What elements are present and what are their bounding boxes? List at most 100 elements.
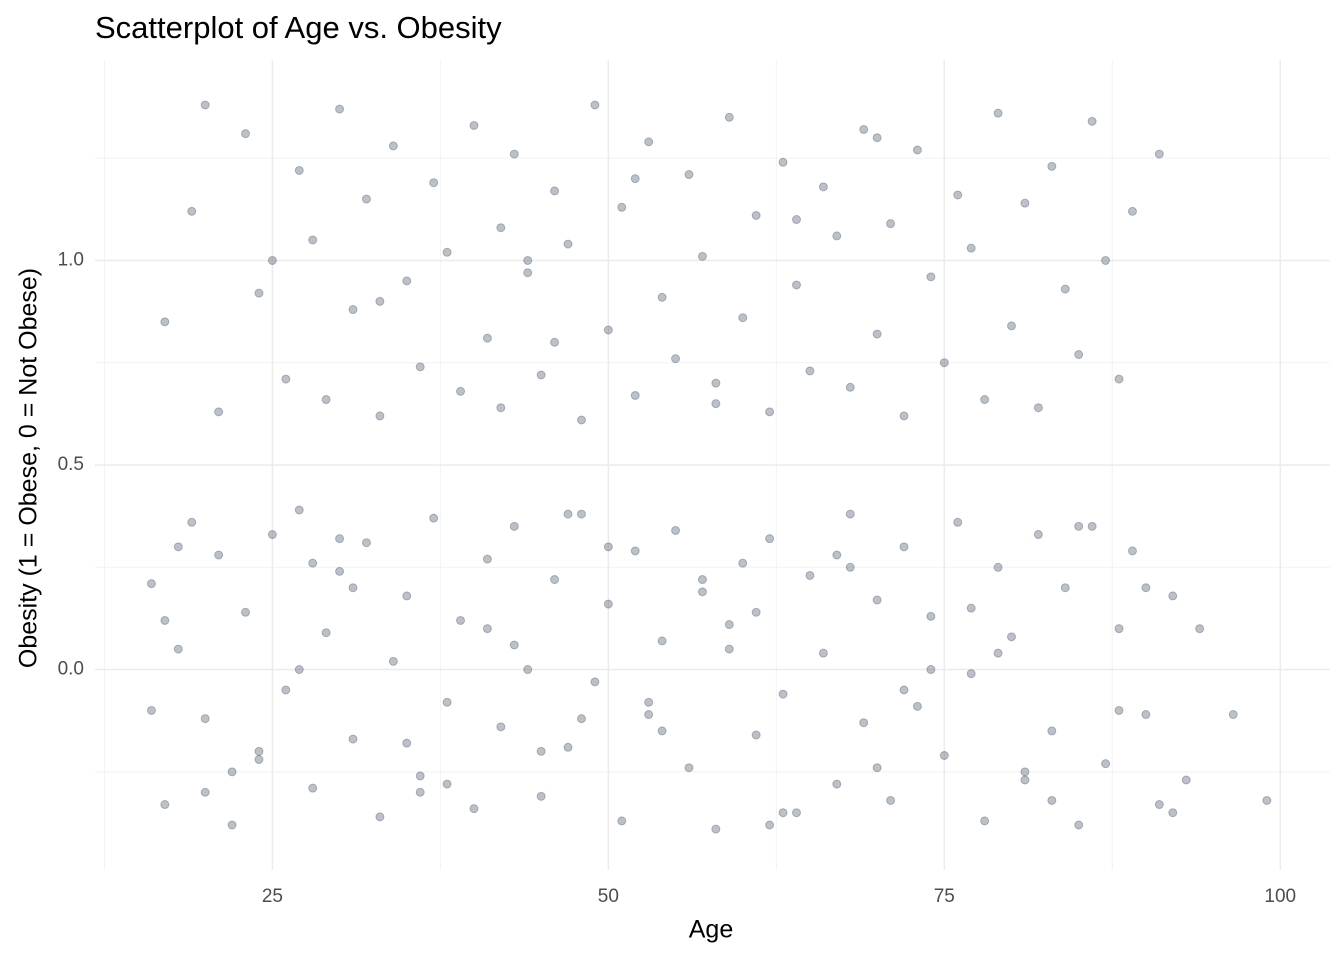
- point: [778, 808, 788, 818]
- point: [886, 795, 896, 805]
- point: [1101, 255, 1111, 265]
- point: [402, 591, 412, 601]
- point: [1033, 530, 1043, 540]
- point: [482, 333, 492, 343]
- point: [241, 129, 251, 139]
- point: [805, 570, 815, 580]
- point: [657, 636, 667, 646]
- point: [644, 697, 654, 707]
- point: [200, 100, 210, 110]
- point: [791, 215, 801, 225]
- point: [966, 669, 976, 679]
- point: [630, 174, 640, 184]
- point: [791, 808, 801, 818]
- point: [146, 705, 156, 715]
- point: [684, 170, 694, 180]
- point: [778, 689, 788, 699]
- point: [348, 583, 358, 593]
- point: [1087, 116, 1097, 126]
- point: [765, 534, 775, 544]
- point: [254, 288, 264, 298]
- point: [550, 337, 560, 347]
- y-axis-label: Obesity (1 = Obese, 0 = Not Obese): [15, 268, 43, 668]
- point: [563, 239, 573, 249]
- point: [550, 575, 560, 585]
- y-tick-label: 0.5: [58, 454, 84, 475]
- y-tick-label: 1.0: [58, 249, 84, 270]
- point: [536, 791, 546, 801]
- point: [348, 734, 358, 744]
- point: [335, 566, 345, 576]
- point: [563, 742, 573, 752]
- point: [590, 677, 600, 687]
- point: [415, 787, 425, 797]
- point: [697, 587, 707, 597]
- point: [415, 771, 425, 781]
- point: [200, 787, 210, 797]
- point: [684, 763, 694, 773]
- point: [227, 820, 237, 830]
- point: [751, 730, 761, 740]
- point: [469, 804, 479, 814]
- point: [1074, 820, 1084, 830]
- point: [872, 133, 882, 143]
- point: [724, 644, 734, 654]
- point: [724, 112, 734, 122]
- point: [630, 546, 640, 556]
- point: [1168, 808, 1178, 818]
- point: [254, 746, 264, 756]
- point: [482, 624, 492, 634]
- point: [321, 395, 331, 405]
- point: [993, 562, 1003, 572]
- point: [590, 100, 600, 110]
- point: [751, 210, 761, 220]
- point: [899, 542, 909, 552]
- point: [1020, 767, 1030, 777]
- point: [496, 722, 506, 732]
- point: [724, 620, 734, 630]
- point: [1114, 374, 1124, 384]
- point: [845, 382, 855, 392]
- point: [751, 607, 761, 617]
- point: [872, 595, 882, 605]
- point: [912, 701, 922, 711]
- point: [335, 104, 345, 114]
- point: [281, 374, 291, 384]
- point: [845, 509, 855, 519]
- point: [214, 550, 224, 560]
- point: [509, 149, 519, 159]
- point: [187, 517, 197, 527]
- point: [536, 370, 546, 380]
- point: [267, 530, 277, 540]
- point: [1020, 198, 1030, 208]
- point: [1087, 521, 1097, 531]
- point: [1228, 710, 1238, 720]
- point: [415, 362, 425, 372]
- point: [1127, 206, 1137, 216]
- point: [1114, 624, 1124, 634]
- point: [241, 607, 251, 617]
- point: [550, 186, 560, 196]
- point: [375, 812, 385, 822]
- point: [536, 746, 546, 756]
- point: [1141, 710, 1151, 720]
- point: [872, 763, 882, 773]
- point: [832, 550, 842, 560]
- point: [711, 824, 721, 834]
- y-tick-label: 0.0: [58, 659, 84, 680]
- point: [469, 120, 479, 130]
- point: [617, 202, 627, 212]
- point: [791, 280, 801, 290]
- point: [630, 390, 640, 400]
- point: [818, 182, 828, 192]
- point: [711, 378, 721, 388]
- point: [1101, 759, 1111, 769]
- point: [321, 628, 331, 638]
- point: [859, 718, 869, 728]
- point: [671, 525, 681, 535]
- point: [214, 407, 224, 417]
- point: [523, 255, 533, 265]
- point: [429, 513, 439, 523]
- point: [294, 165, 304, 175]
